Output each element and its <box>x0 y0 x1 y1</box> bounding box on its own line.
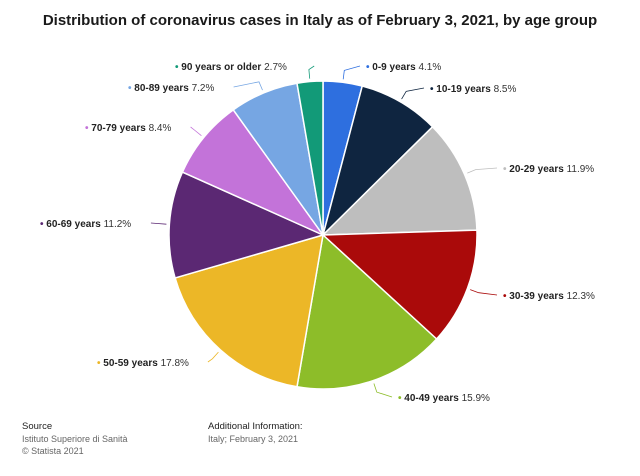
leader-line <box>342 65 361 80</box>
legend-bullet: • <box>85 123 91 134</box>
leader-line <box>308 65 315 79</box>
legend-bullet: • <box>175 62 181 73</box>
pie-slice-20-29-years[interactable] <box>321 125 478 236</box>
slice-value-label: 4.1% <box>418 62 441 73</box>
slice-category-label: 40-49 years <box>404 393 461 404</box>
legend-bullet: • <box>430 84 436 95</box>
copyright[interactable]: © Statista 2021 <box>22 446 84 456</box>
leader-line <box>207 351 219 363</box>
chart-title: Distribution of coronavirus cases in Ita… <box>42 12 598 29</box>
leader-line <box>150 222 167 225</box>
slice-category-label: 10-19 years <box>436 84 493 95</box>
source-block: Source Istituto Superiore di Sanità © St… <box>22 421 128 457</box>
leader-line <box>373 383 393 398</box>
leader-line <box>190 126 202 137</box>
slice-label: • 60-69 years 11.2% <box>40 219 131 230</box>
slice-label: • 30-39 years 12.3% <box>503 291 595 302</box>
legend-bullet: • <box>503 164 509 175</box>
slice-category-label: 20-29 years <box>509 164 566 175</box>
leader-line <box>401 87 425 100</box>
leader-line <box>467 167 498 174</box>
slice-value-label: 8.4% <box>149 123 172 134</box>
pie-slices <box>168 80 478 390</box>
legend-bullet: • <box>97 358 103 369</box>
slice-value-label: 12.3% <box>567 291 595 302</box>
legend-bullet: • <box>40 219 46 230</box>
slice-labels: • 0-9 years 4.1%• 10-19 years 8.5%• 20-2… <box>40 62 595 404</box>
pie-slice-90-years-or-older[interactable] <box>296 80 324 236</box>
slice-value-label: 17.8% <box>161 358 189 369</box>
additional-info-block: Additional Information: Italy; February … <box>208 421 303 445</box>
slice-category-label: 50-59 years <box>103 358 160 369</box>
slice-value-label: 7.2% <box>192 83 215 94</box>
source-header: Source <box>22 421 53 432</box>
slice-category-label: 0-9 years <box>372 62 418 73</box>
slice-label: • 0-9 years 4.1% <box>366 62 441 73</box>
legend-bullet: • <box>366 62 372 73</box>
slice-category-label: 90 years or older <box>181 62 264 73</box>
pie-slice-60-69-years[interactable] <box>168 171 326 279</box>
pie-slice-40-49-years[interactable] <box>296 233 438 390</box>
slice-label: • 40-49 years 15.9% <box>398 393 490 404</box>
slice-label: • 70-79 years 8.4% <box>85 123 171 134</box>
slice-label: • 90 years or older 2.7% <box>175 62 287 73</box>
slice-value-label: 15.9% <box>462 393 490 404</box>
slice-category-label: 70-79 years <box>91 123 148 134</box>
slice-category-label: 80-89 years <box>134 83 191 94</box>
slice-category-label: 60-69 years <box>46 219 103 230</box>
additional-info-text: Italy; February 3, 2021 <box>208 434 299 444</box>
legend-bullet: • <box>128 83 134 94</box>
slice-label: • 10-19 years 8.5% <box>430 84 516 95</box>
additional-info-header[interactable]: Additional Information: <box>208 421 303 432</box>
slice-value-label: 11.9% <box>567 164 595 175</box>
slice-value-label: 11.2% <box>104 219 132 230</box>
leader-lines <box>150 65 498 398</box>
slice-value-label: 2.7% <box>264 62 287 73</box>
leader-line <box>233 81 263 91</box>
source-name[interactable]: Istituto Superiore di Sanità <box>22 434 128 444</box>
legend-bullet: • <box>503 291 509 302</box>
pie-slice-30-39-years[interactable] <box>321 229 478 341</box>
slice-label: • 50-59 years 17.8% <box>97 358 189 369</box>
slice-label: • 80-89 years 7.2% <box>128 83 214 94</box>
slice-label: • 20-29 years 11.9% <box>503 164 594 175</box>
slice-category-label: 30-39 years <box>509 291 566 302</box>
leader-line <box>470 289 498 296</box>
legend-bullet: • <box>398 393 404 404</box>
slice-value-label: 8.5% <box>494 84 517 95</box>
pie-slice-50-59-years[interactable] <box>174 233 324 388</box>
